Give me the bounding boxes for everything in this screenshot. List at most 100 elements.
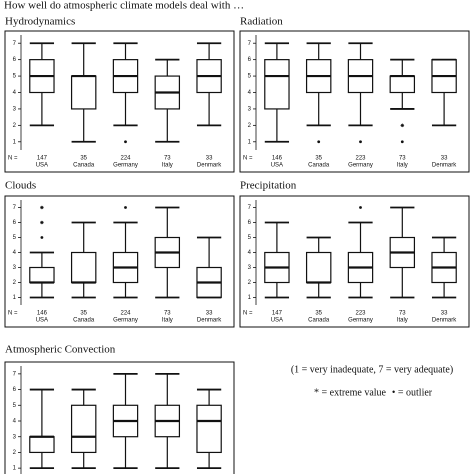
outlier [124, 206, 127, 209]
outlier [359, 206, 362, 209]
panel-frame [4, 361, 235, 474]
n-value: 73 [164, 156, 171, 162]
x-tick-label: USA [271, 163, 283, 169]
box [70, 404, 97, 454]
n-value: 146 [272, 156, 283, 162]
x-tick-label: Denmark [197, 163, 222, 169]
y-tick-label: 7 [248, 41, 252, 47]
y-tick-label: 1 [13, 466, 17, 472]
n-value: 73 [164, 311, 171, 317]
n-value: 147 [272, 311, 283, 317]
y-tick-label: 1 [248, 295, 252, 301]
n-value: 33 [206, 311, 213, 317]
y-tick-label: 3 [248, 265, 252, 271]
x-tick-label: Italy [162, 318, 173, 324]
x-tick-label: Germany [113, 163, 138, 169]
y-tick-label: 2 [13, 280, 17, 286]
panel-frame [239, 195, 470, 328]
x-tick-label: Denmark [432, 318, 457, 324]
n-value: 33 [206, 156, 213, 162]
extreme [40, 220, 44, 225]
x-tick-label: Denmark [197, 318, 222, 324]
x-tick-label: Italy [397, 318, 408, 324]
x-tick-label: USA [271, 318, 283, 324]
x-tick-label: USA [36, 318, 48, 324]
y-tick-label: 7 [13, 205, 17, 211]
box [305, 251, 332, 284]
box [389, 75, 416, 94]
y-tick-label: 3 [13, 434, 17, 440]
y-tick-label: 3 [13, 107, 17, 113]
panel-title: Clouds [5, 180, 36, 192]
outlier [317, 140, 321, 144]
x-tick-label: USA [36, 163, 48, 169]
outlier-note: • = outlier [392, 387, 433, 398]
x-tick-label: Canada [308, 318, 330, 324]
n-value: 223 [355, 311, 366, 317]
y-tick-label: 6 [248, 220, 252, 226]
extreme [400, 123, 405, 128]
x-tick-label: Canada [73, 163, 95, 169]
y-tick-label: 3 [13, 265, 17, 271]
outlier [400, 140, 404, 144]
outlier [124, 140, 127, 144]
scale-note: (1 = very inadequate, 7 = very adequate) [291, 364, 453, 375]
box [70, 75, 97, 110]
y-tick-label: 5 [13, 74, 17, 80]
y-tick-label: 5 [248, 74, 252, 80]
n-value: 147 [37, 156, 48, 162]
x-tick-label: Italy [397, 163, 408, 169]
n-value: 73 [399, 311, 406, 317]
panel-title: Radiation [240, 16, 283, 28]
y-tick-label: 6 [13, 220, 17, 226]
box [264, 59, 290, 110]
n-value: 33 [441, 156, 448, 162]
n-value: 35 [80, 156, 87, 162]
y-tick-label: 4 [13, 419, 17, 425]
n-value: 224 [120, 311, 131, 317]
panel-frame [4, 30, 235, 173]
x-tick-label: Canada [308, 163, 330, 169]
y-tick-label: 6 [13, 387, 17, 393]
box [29, 266, 55, 284]
panel-frame [4, 195, 235, 328]
n-value: 35 [315, 156, 322, 162]
y-tick-label: 3 [248, 107, 252, 113]
n-value: 35 [315, 311, 322, 317]
y-tick-label: 6 [248, 57, 252, 63]
y-tick-label: 2 [13, 123, 17, 129]
y-tick-label: 1 [248, 139, 252, 145]
panel-title: Precipitation [240, 180, 297, 192]
y-tick-label: 2 [13, 450, 17, 456]
y-tick-label: 4 [248, 90, 252, 96]
y-tick-label: 5 [248, 235, 252, 241]
y-tick-label: 2 [248, 280, 252, 286]
x-tick-label: Germany [348, 318, 373, 324]
n-value: 33 [441, 311, 448, 317]
box [70, 251, 97, 284]
y-tick-label: 4 [13, 250, 17, 256]
n-value: 73 [399, 156, 406, 162]
panel-frame [239, 30, 470, 173]
n-label: N = [243, 156, 253, 162]
box [196, 404, 222, 454]
box [29, 436, 55, 454]
y-tick-label: 2 [248, 123, 252, 129]
y-tick-label: 1 [13, 139, 17, 145]
n-value: 146 [37, 311, 48, 317]
y-tick-label: 5 [13, 235, 17, 241]
x-tick-label: Germany [348, 163, 373, 169]
page-title: How well do atmospheric climate models d… [4, 0, 244, 12]
n-value: 224 [120, 156, 131, 162]
outlier [40, 236, 44, 239]
y-tick-label: 7 [13, 371, 17, 377]
n-value: 35 [80, 311, 87, 317]
x-tick-label: Italy [162, 163, 173, 169]
y-tick-label: 4 [248, 250, 252, 256]
y-tick-label: 4 [13, 90, 17, 96]
extreme [40, 205, 44, 210]
panel-title: Hydrodynamics [5, 16, 75, 28]
y-tick-label: 5 [13, 403, 17, 409]
y-tick-label: 7 [13, 41, 17, 47]
